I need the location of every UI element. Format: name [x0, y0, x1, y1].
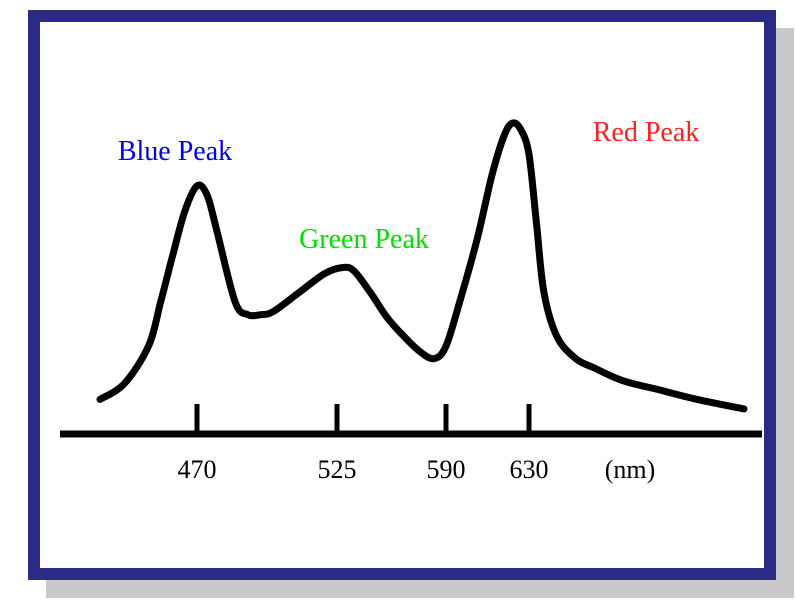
red-peak-label: Red Peak — [593, 117, 700, 148]
x-axis-label: (nm) — [605, 455, 656, 484]
blue-peak-label: Blue Peak — [118, 136, 232, 167]
x-tick-label-525: 525 — [318, 455, 357, 484]
x-tick-label-630: 630 — [510, 455, 549, 484]
x-tick-label-590: 590 — [427, 455, 466, 484]
spectrum-line — [96, 119, 748, 413]
green-peak-label: Green Peak — [299, 224, 429, 255]
chart-frame — [28, 10, 776, 580]
x-ticks: 470 525 590 630 — [178, 404, 549, 484]
x-tick-label-470: 470 — [178, 455, 217, 484]
